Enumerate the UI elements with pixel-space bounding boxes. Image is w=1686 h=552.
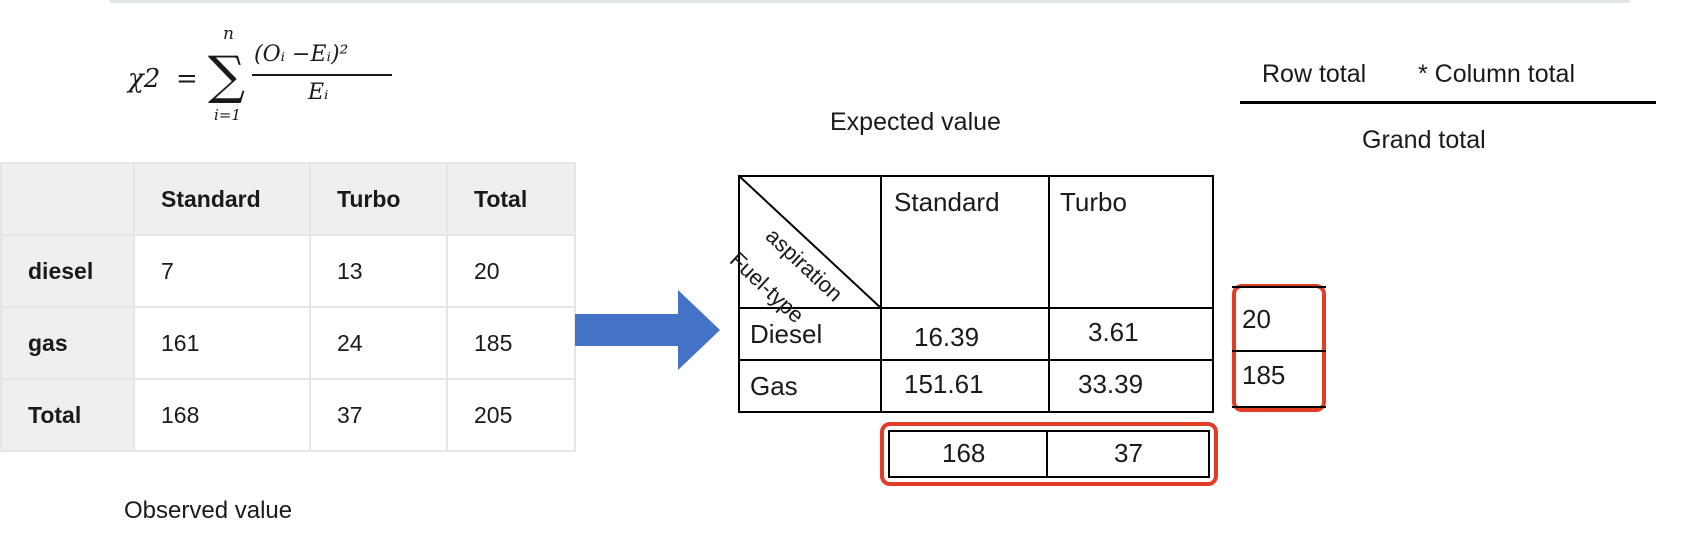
expected-cell: 151.61 [904,369,984,399]
sigma-symbol: ∑ [208,46,246,106]
corner-diagonal [738,175,882,309]
row-total-value: 185 [1242,360,1286,390]
formula-fraction-bar [252,74,392,76]
observed-caption: Observed value [124,497,293,524]
grid-line [738,411,1214,413]
formula-denominator: Eᵢ [308,80,329,105]
column-total-value: 37 [1114,438,1143,468]
row-total-value: 20 [1242,304,1271,334]
grid-line [1212,175,1214,413]
table-row: Total 168 37 205 [0,378,576,452]
grid-line [738,359,1214,361]
grid-line [1046,430,1048,478]
observed-row-header: gas [0,306,135,380]
column-total-value: 168 [942,438,986,468]
observed-row-header: diesel [0,234,135,308]
fraction-bar [1240,101,1656,104]
right-arrow-icon [575,290,720,370]
grid-line [1232,350,1326,352]
column-totals-frame [888,430,1210,478]
observed-cell: 37 [309,378,448,452]
observed-corner-cell [0,162,135,236]
fraction-column-total: * Column total [1418,60,1576,88]
grid-line [738,175,740,413]
table-row: gas 161 24 185 [0,306,576,380]
observed-header-row: Standard Turbo Total [0,162,576,236]
expected-col-header: Standard [894,187,1000,217]
observed-cell: 161 [133,306,311,380]
expected-cell: 3.61 [1088,317,1139,347]
grid-line [880,175,882,413]
expected-col-header: Turbo [1060,187,1127,217]
observed-table: Standard Turbo Total diesel 7 13 20 gas … [0,162,576,452]
top-divider [110,0,1630,3]
expected-cell: 16.39 [914,322,980,352]
formula-numerator: (Oᵢ −Eᵢ)² [254,42,349,67]
observed-cell: 13 [309,234,448,308]
fraction-row-total: Row total [1262,60,1367,88]
grid-line [738,175,1214,177]
expected-row-header: Gas [750,371,798,401]
expected-row-header: Diesel [750,319,823,349]
observed-row-header: Total [0,378,135,452]
sum-upper-limit: n [223,24,234,44]
grid-line [1232,286,1326,288]
observed-cell: 7 [133,234,311,308]
observed-col-header: Standard [133,162,311,236]
grid-line [738,307,1214,309]
expected-cell: 33.39 [1078,369,1144,399]
observed-cell: 168 [133,378,311,452]
formula-lhs: χ2 [128,64,161,94]
formula-equals: = [176,64,198,94]
observed-cell: 185 [446,306,576,380]
fraction-grand-total: Grand total [1362,126,1486,154]
grid-line [1048,175,1050,413]
observed-cell: 24 [309,306,448,380]
row-totals-box: 20 185 [1232,284,1326,412]
table-row: diesel 7 13 20 [0,234,576,308]
observed-cell: 20 [446,234,576,308]
expected-caption: Expected value [830,108,1001,136]
sum-lower-limit: i=1 [214,106,241,124]
grid-line [1232,406,1326,408]
chi-square-formula: χ2 = ∑ n i=1 (Oᵢ −Eᵢ)² Eᵢ [128,24,458,126]
observed-cell: 205 [446,378,576,452]
observed-col-header: Total [446,162,576,236]
observed-col-header: Turbo [309,162,448,236]
expected-table: aspiration Fuel-type Standard Turbo Dies… [725,175,1214,413]
column-totals-box: 168 37 [880,422,1218,486]
